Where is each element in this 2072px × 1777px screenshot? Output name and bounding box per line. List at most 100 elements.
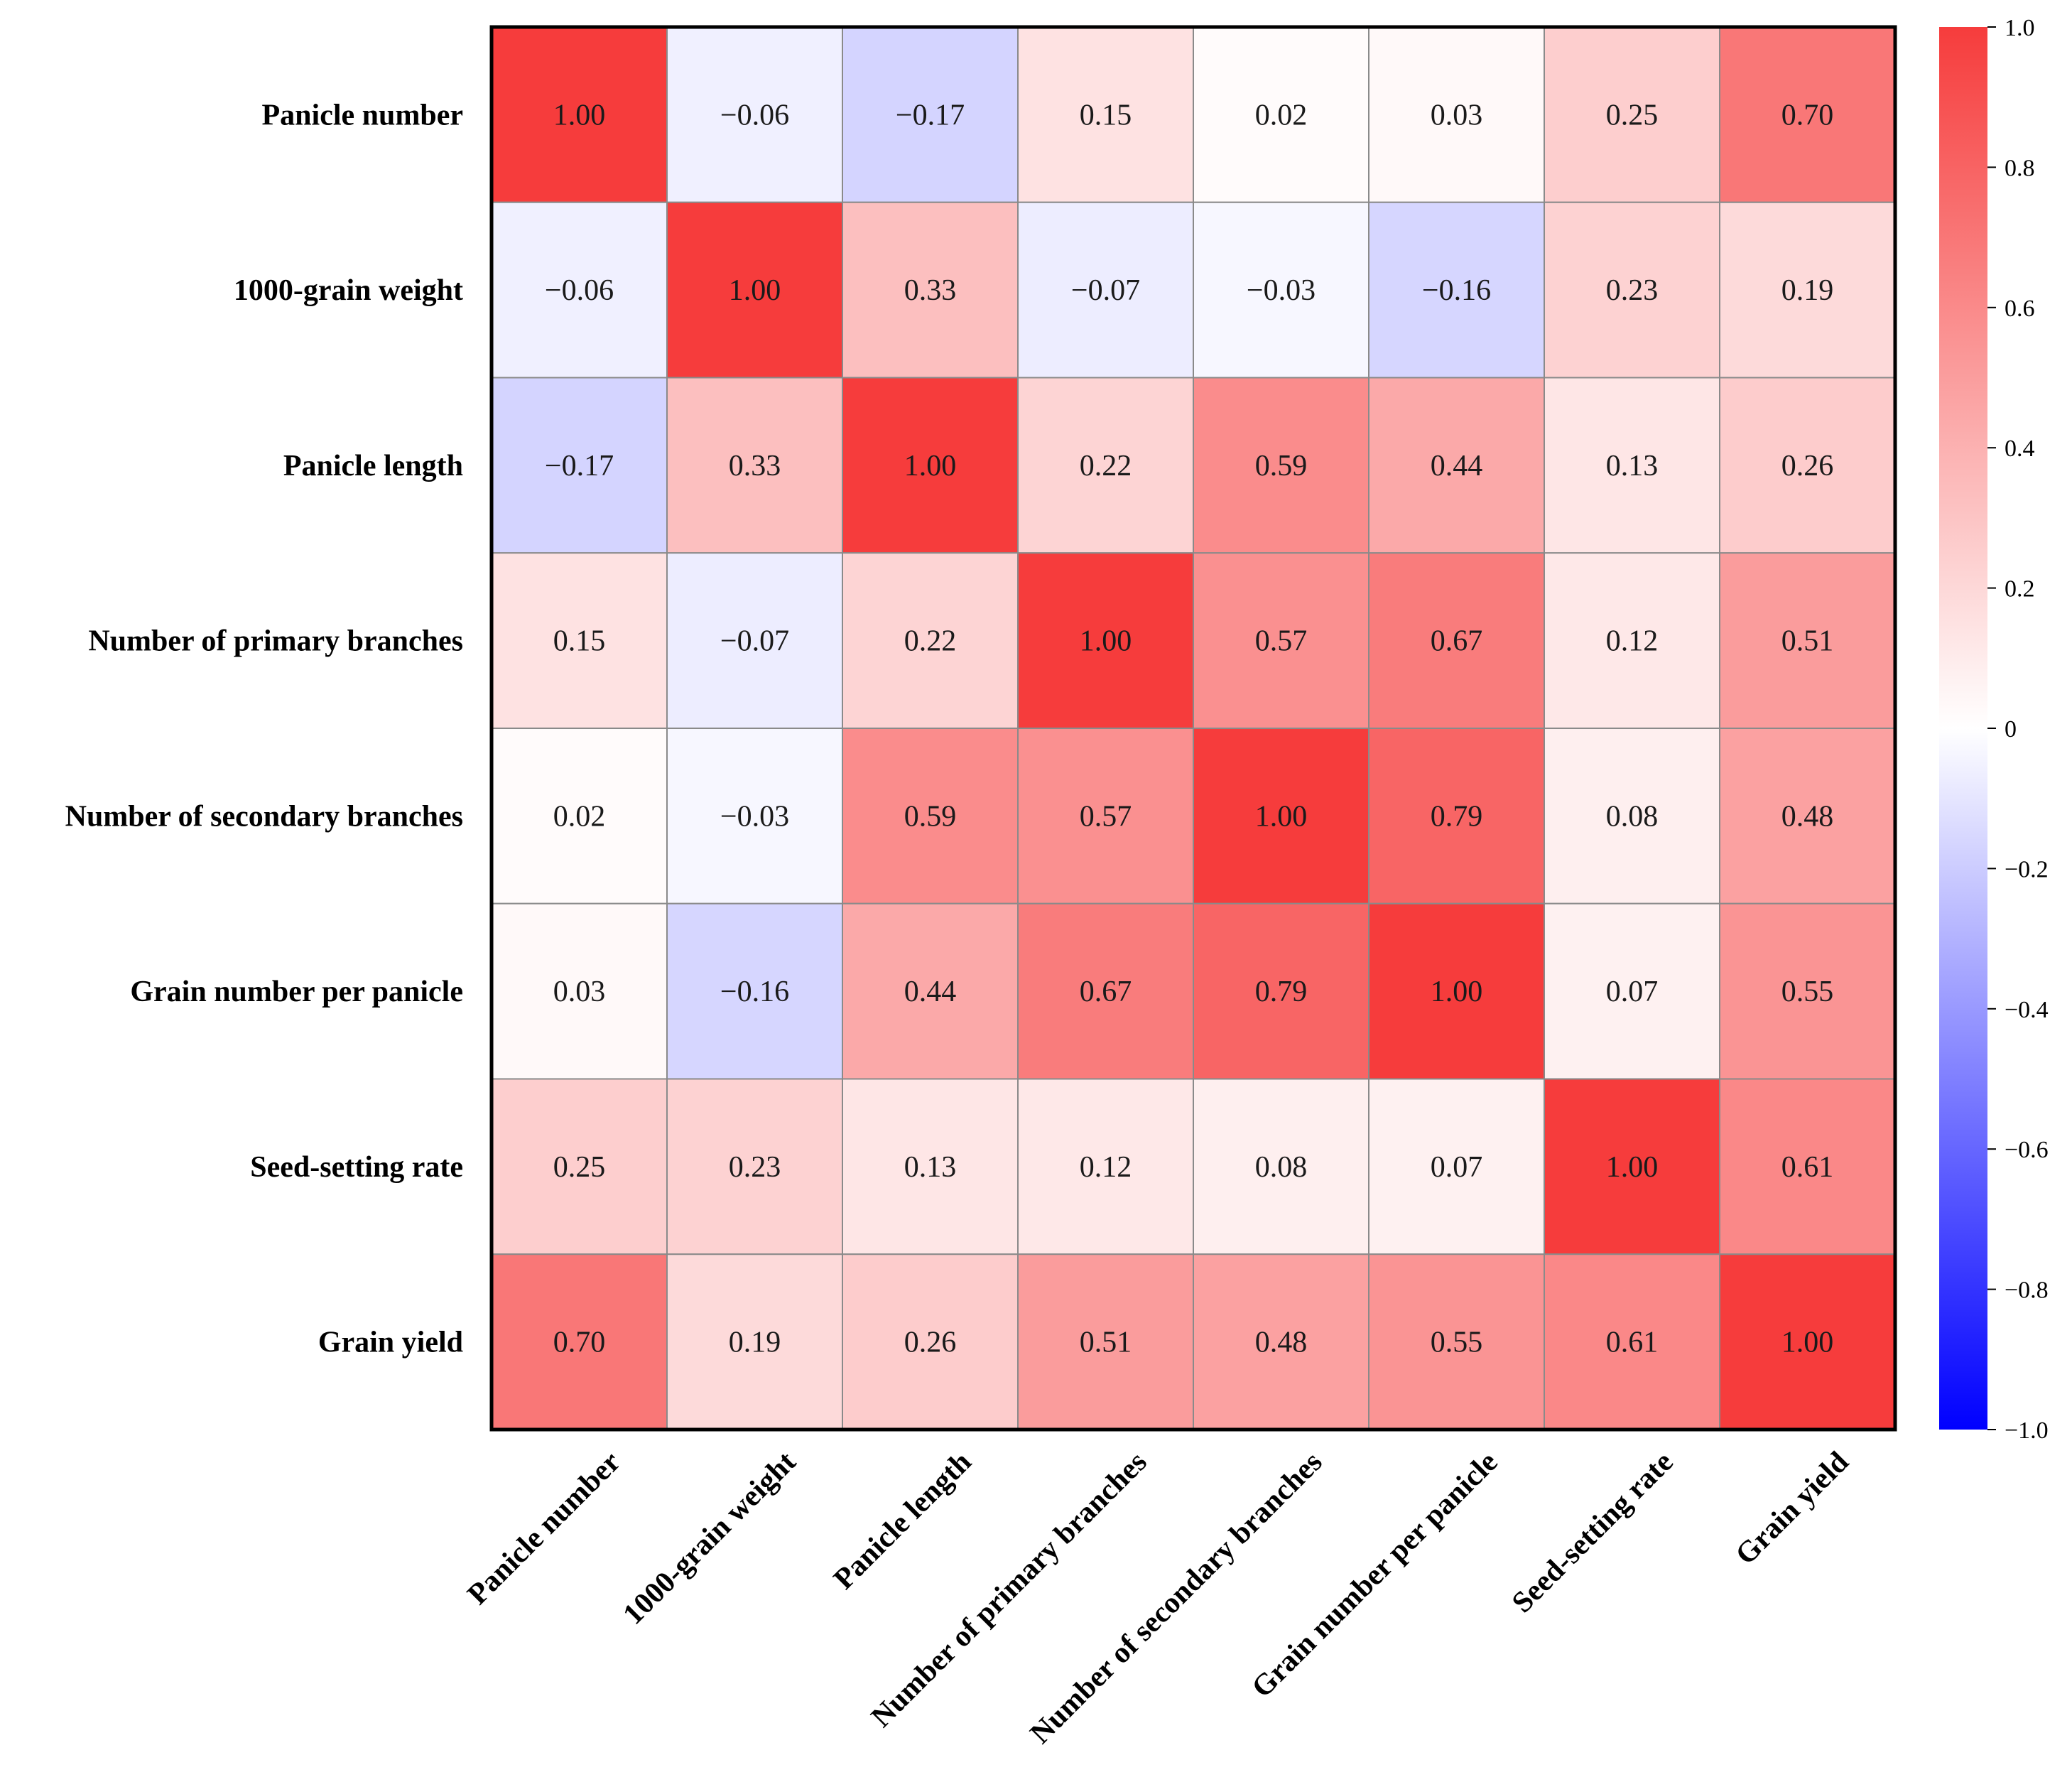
cell-value-label: −0.03 <box>1247 274 1316 307</box>
cell-value-label: 0.48 <box>1781 800 1834 833</box>
colorbar-tick-label: 0.4 <box>2005 436 2035 462</box>
heatmap-cell <box>1193 26 1369 203</box>
heatmap-cell <box>1368 377 1545 554</box>
heatmap-cell <box>666 377 843 554</box>
cell-value-label: 0.13 <box>904 1151 957 1184</box>
heatmap-cell <box>1368 902 1545 1080</box>
heatmap-cell <box>842 552 1019 729</box>
heatmap-cell <box>1193 201 1369 379</box>
heatmap-cells: 1.00 −0.06 −0.17 0.15 0.02 0.03 0.25 0.70 −0.06 1… <box>491 26 1896 1430</box>
heatmap-cell <box>842 1253 1019 1430</box>
cell-value-label: 0.22 <box>904 625 957 658</box>
heatmap-cell <box>666 902 843 1080</box>
column-label: Number of secondary branches <box>1024 1446 1329 1751</box>
row-label: Number of secondary branches <box>65 800 463 833</box>
heatmap-cell <box>842 1078 1019 1255</box>
heatmap-cell <box>1193 1253 1369 1430</box>
cell-value-label: 0.33 <box>904 274 957 307</box>
heatmap-cell <box>1719 26 1896 203</box>
heatmap-cell <box>842 377 1019 554</box>
heatmap-cell <box>1544 728 1720 904</box>
cell-value-label: 1.00 <box>1080 625 1132 658</box>
heatmap-cell <box>1719 1253 1896 1430</box>
row-label: 1000-grain weight <box>234 274 463 307</box>
heatmap-cell <box>491 377 668 554</box>
heatmap-cell <box>1193 1078 1369 1255</box>
heatmap-cell <box>1719 201 1896 379</box>
heatmap-cell <box>1017 377 1194 554</box>
colorbar-tick-label: −0.4 <box>2005 997 2049 1023</box>
heatmap-cell <box>1544 552 1720 729</box>
cell-value-label: −0.07 <box>720 625 789 658</box>
cell-value-label: 0.13 <box>1606 450 1659 482</box>
cell-value-label: 0.51 <box>1080 1327 1132 1359</box>
heatmap-cell <box>1719 728 1896 904</box>
heatmap-frame <box>489 25 1897 1432</box>
cell-value-label: 0.25 <box>1606 99 1659 131</box>
heatmap-cell <box>1368 728 1545 904</box>
cell-value-label: 0.67 <box>1431 625 1483 658</box>
heatmap-cell <box>1193 728 1369 904</box>
cell-value-label: 0.33 <box>729 450 781 482</box>
cell-value-label: −0.06 <box>545 274 614 307</box>
row-label: Grain number per panicle <box>130 976 463 1008</box>
cell-value-label: 0.79 <box>1255 976 1308 1008</box>
colorbar-gradient <box>1939 27 1987 1430</box>
colorbar-tick-label: 0.6 <box>2005 296 2035 322</box>
heatmap-cell <box>1017 201 1194 379</box>
cell-value-label: 0.22 <box>1080 450 1132 482</box>
cell-value-label: 1.00 <box>729 274 781 307</box>
column-label: Seed-setting rate <box>1506 1446 1679 1619</box>
heatmap-cell <box>491 552 668 729</box>
heatmap-cell <box>1193 552 1369 729</box>
row-label: Seed-setting rate <box>250 1151 463 1184</box>
cell-value-label: 0.57 <box>1255 625 1308 658</box>
row-label: Panicle number <box>262 99 463 131</box>
heatmap-cell <box>842 902 1019 1080</box>
cell-value-label: 0.51 <box>1781 625 1834 658</box>
cell-value-label: 1.00 <box>1255 800 1308 833</box>
cell-value-label: 0.44 <box>1431 450 1483 482</box>
cell-value-label: 0.59 <box>1255 450 1308 482</box>
cell-value-label: −0.03 <box>720 800 789 833</box>
row-labels: Panicle number 1000-grain weight Panicle l… <box>65 99 463 1359</box>
heatmap-cell <box>1368 1078 1545 1255</box>
cell-value-label: 0.15 <box>553 625 606 658</box>
colorbar: 1.0 0.8 0.6 0.4 0.2 0 −0.2 −0.4 −0.6 −0.8 −1.0 <box>1939 15 2049 1444</box>
cell-value-label: 0.15 <box>1080 99 1132 131</box>
heatmap-cell <box>1544 902 1720 1080</box>
cell-value-label: 0.44 <box>904 976 957 1008</box>
colorbar-tick-label: −0.6 <box>2005 1137 2049 1163</box>
heatmap-cell <box>1017 26 1194 203</box>
column-label: Panicle number <box>462 1446 627 1611</box>
cell-value-label: 0.70 <box>553 1327 606 1359</box>
cell-value-label: 0.79 <box>1431 800 1483 833</box>
heatmap-cell <box>1719 902 1896 1080</box>
colorbar-tick-label: 0.2 <box>2005 576 2035 603</box>
column-label: Panicle length <box>828 1446 978 1597</box>
colorbar-tick-label: 0 <box>2005 716 2017 742</box>
cell-value-label: 0.23 <box>729 1151 781 1184</box>
cell-value-label: 0.26 <box>904 1327 957 1359</box>
heatmap-cell <box>1544 377 1720 554</box>
cell-value-label: 0.07 <box>1431 1151 1483 1184</box>
heatmap-cell <box>666 201 843 379</box>
heatmap-cell <box>1193 902 1369 1080</box>
cell-value-label: 0.12 <box>1606 625 1659 658</box>
colorbar-ticks: 1.0 0.8 0.6 0.4 0.2 0 −0.2 −0.4 −0.6 −0.8 −1.0 <box>1987 15 2049 1444</box>
cell-value-label: −0.17 <box>545 450 614 482</box>
cell-value-label: 0.23 <box>1606 274 1659 307</box>
heatmap-cell <box>491 1078 668 1255</box>
heatmap-cell <box>1544 201 1720 379</box>
cell-value-label: 0.19 <box>729 1327 781 1359</box>
cell-value-label: −0.07 <box>1071 274 1140 307</box>
heatmap-cell <box>666 1078 843 1255</box>
cell-value-label: 0.55 <box>1431 1327 1483 1359</box>
heatmap-cell <box>1017 728 1194 904</box>
column-label: 1000-grain weight <box>617 1446 803 1631</box>
colorbar-tick-label: 0.8 <box>2005 155 2035 181</box>
heatmap-cell <box>1017 552 1194 729</box>
cell-value-label: 0.08 <box>1255 1151 1308 1184</box>
colorbar-tick-label: −0.2 <box>2005 856 2049 882</box>
